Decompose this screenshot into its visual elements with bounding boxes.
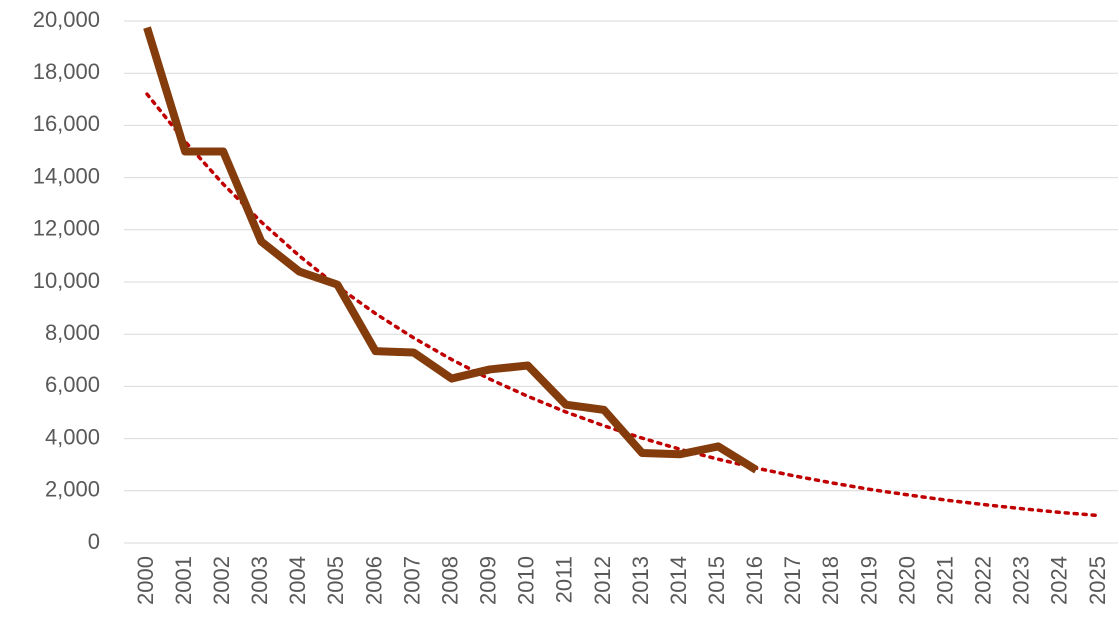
x-tick-label: 2010 [514, 556, 539, 605]
x-tick-label: 2008 [437, 556, 462, 605]
x-tick-label: 2019 [856, 556, 881, 605]
y-tick-label: 12,000 [33, 216, 100, 241]
y-tick-label: 2,000 [45, 477, 100, 502]
x-tick-label: 2013 [628, 556, 653, 605]
y-tick-label: 10,000 [33, 268, 100, 293]
x-tick-label: 2009 [476, 556, 501, 605]
x-tick-label: 2022 [971, 556, 996, 605]
x-tick-label: 2016 [742, 556, 767, 605]
x-tick-label: 2011 [552, 556, 577, 603]
x-tick-label: 2024 [1047, 556, 1072, 605]
x-tick-label: 2018 [818, 556, 843, 605]
x-tick-label: 2004 [285, 556, 310, 605]
y-tick-label: 16,000 [33, 111, 100, 136]
x-tick-label: 2002 [209, 556, 234, 605]
x-tick-label: 2005 [323, 556, 348, 605]
data-line [143, 26, 759, 474]
x-tick-label: 2000 [133, 556, 158, 605]
x-tick-label: 2023 [1009, 556, 1034, 605]
y-tick-label: 6,000 [45, 372, 100, 397]
x-tick-label: 2020 [894, 556, 919, 605]
x-tick-label: 2001 [171, 556, 196, 605]
y-tick-label: 8,000 [45, 320, 100, 345]
y-tick-label: 0 [88, 529, 100, 554]
x-tick-label: 2003 [247, 556, 272, 605]
x-tick-label: 2015 [704, 556, 729, 605]
x-tick-label: 2007 [399, 556, 424, 605]
y-tick-label: 4,000 [45, 424, 100, 449]
x-tick-label: 2021 [932, 556, 957, 605]
x-tick-label: 2014 [666, 556, 691, 605]
x-tick-label: 2012 [590, 556, 615, 605]
y-tick-label: 18,000 [33, 59, 100, 84]
trend-line [145, 92, 1101, 518]
x-tick-label: 2017 [780, 556, 805, 605]
x-tick-label: 2025 [1085, 556, 1110, 605]
y-tick-label: 14,000 [33, 163, 100, 188]
x-tick-label: 2006 [361, 556, 386, 605]
y-tick-label: 20,000 [33, 7, 100, 32]
